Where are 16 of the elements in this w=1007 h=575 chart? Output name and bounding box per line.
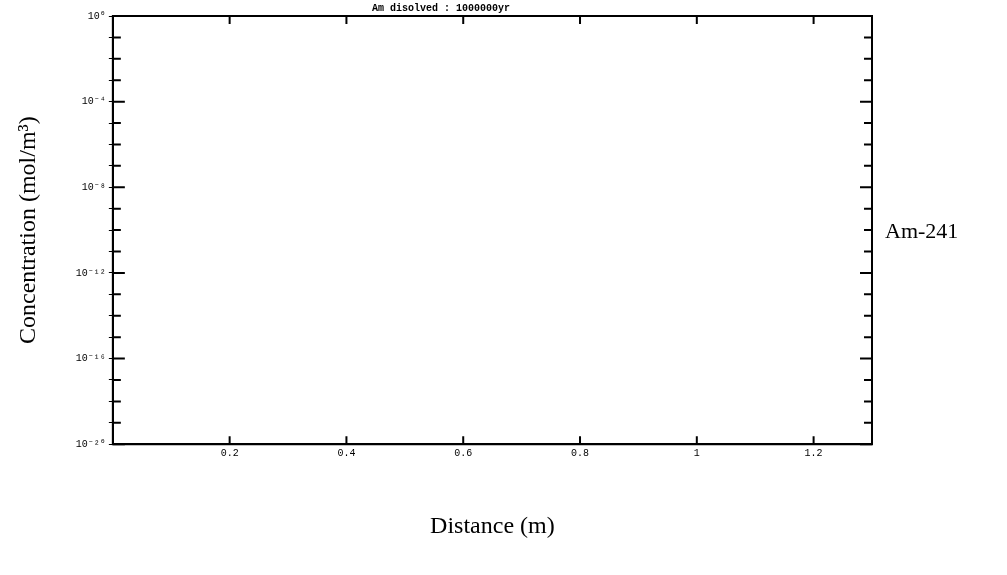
x-tick-label: 0.2: [220, 447, 239, 459]
x-tick-label: 1.2: [804, 447, 823, 459]
chart-title: Am disolved : 1000000yr: [371, 2, 511, 14]
y-tick-label: 10⁻⁴: [81, 96, 106, 108]
y-tick-label: 10⁻¹²: [75, 267, 106, 279]
y-tick-label: 10⁻⁸: [81, 181, 106, 193]
x-tick-label: 1: [693, 447, 700, 459]
y-axis-title: Concentration (mol/m³): [13, 116, 40, 345]
x-tick-label: 0.8: [571, 447, 590, 459]
x-axis-title: Distance (m): [430, 511, 555, 538]
y-tick-label: 10⁻¹⁶: [75, 353, 106, 365]
x-tick-label: 0.4: [337, 447, 356, 459]
y-tick-label: 10⁻²⁰: [75, 438, 106, 450]
text: Am-241: [885, 218, 959, 244]
x-tick-label: 0.6: [454, 447, 473, 459]
y-tick-label: 10⁰: [87, 10, 106, 22]
